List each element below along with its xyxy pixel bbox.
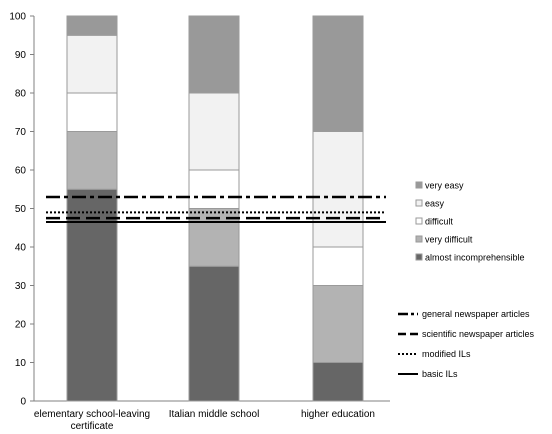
bar-segment [188,92,240,171]
y-tick-label: 10 [15,358,27,369]
y-tick-label: 100 [9,12,26,23]
legend-label: difficult [425,217,453,227]
x-tick-label: higher education [301,409,375,420]
legend-swatch [415,253,423,261]
y-tick-label: 80 [15,89,27,100]
y-tick-label: 60 [15,166,27,177]
bar-segment [188,15,240,94]
legend-label: easy [425,199,445,209]
bar-segment [312,15,364,132]
bar-segment [66,15,118,36]
legend-line-label: modified ILs [422,349,471,359]
legend-line-label: basic ILs [422,369,458,379]
legend-swatch [415,235,423,243]
bar-segment [312,362,364,402]
y-tick-label: 30 [15,281,27,292]
x-tick-label: certificate [71,421,114,432]
legend-line-label: scientific newspaper articles [422,329,535,339]
bar-segment [66,92,118,132]
bar-segment [188,169,240,209]
x-tick-label: elementary school-leaving [34,409,150,420]
legend-swatch [415,181,423,189]
y-tick-label: 20 [15,320,27,331]
legend-line-label: general newspaper articles [422,309,530,319]
y-tick-label: 40 [15,243,27,254]
bar-segment [312,131,364,248]
bar-segment [66,131,118,190]
y-tick-label: 0 [20,397,26,408]
legend-label: almost incomprehensible [425,253,525,263]
y-tick-label: 50 [15,204,27,215]
bar-segment [312,285,364,363]
legend-label: very easy [425,181,464,191]
bars [66,15,364,402]
reference-lines [46,195,386,223]
x-tick-label: Italian middle school [169,409,260,420]
legend-swatch [415,217,423,225]
legend-series: very easy easy difficult very difficult almo… [415,181,525,263]
bar-segment [66,34,118,94]
y-tick-label: 70 [15,127,27,138]
legend-swatch [415,199,423,207]
bar-segment [188,265,240,402]
legend-label: very difficult [425,235,473,245]
bar-segment [312,246,364,286]
legend-reference-lines: general newspaper articles scientific new… [398,309,535,379]
bar-segment [66,188,118,402]
y-tick-label: 90 [15,50,27,61]
